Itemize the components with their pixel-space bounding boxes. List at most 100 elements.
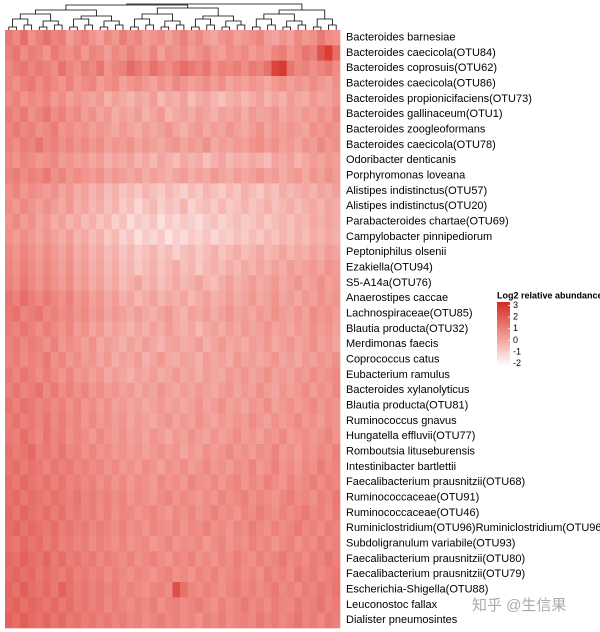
heat-cell <box>157 60 166 77</box>
heat-cell <box>65 444 74 460</box>
heat-cell <box>195 229 204 245</box>
heat-cell <box>5 30 13 46</box>
heat-cell <box>271 152 280 169</box>
heat-cell <box>241 30 249 46</box>
heat-cell <box>126 566 135 583</box>
heat-cell <box>218 459 227 475</box>
heat-cell <box>20 183 29 199</box>
heat-cell <box>157 582 166 598</box>
heat-cell <box>119 428 128 445</box>
heat-cell <box>233 459 242 475</box>
dendrogram-branch <box>54 24 63 30</box>
heat-cell <box>225 229 234 245</box>
heat-cell <box>218 505 227 521</box>
heat-cell <box>286 214 295 230</box>
heat-cell <box>96 336 105 353</box>
heat-cell <box>187 474 196 491</box>
heat-cell <box>317 505 326 521</box>
heat-cell <box>263 367 272 383</box>
heat-cell <box>134 536 143 552</box>
heat-cell <box>324 60 333 77</box>
heat-cell <box>225 597 234 613</box>
heat-cell <box>43 229 51 245</box>
heat-cell <box>294 505 303 521</box>
heat-cell <box>119 275 128 291</box>
heat-cell <box>294 60 303 77</box>
heat-cell <box>164 45 173 61</box>
heat-cell <box>263 183 272 199</box>
heat-cell <box>20 229 29 245</box>
heat-cell <box>111 505 120 521</box>
heat-cell <box>119 444 128 460</box>
heat-cell <box>58 505 67 521</box>
heat-cell <box>195 444 204 460</box>
heat-cell <box>65 290 74 307</box>
heat-cell <box>81 428 90 445</box>
heat-cell <box>164 198 173 215</box>
heat-cell <box>301 352 310 368</box>
heat-cell <box>233 413 242 429</box>
heat-cell <box>271 520 280 537</box>
heat-cell <box>301 275 310 291</box>
heat-cell <box>279 122 288 138</box>
heat-cell <box>43 398 51 414</box>
heat-cell <box>317 183 326 199</box>
heat-cell <box>172 290 181 307</box>
heat-cell <box>263 520 272 537</box>
heat-cell <box>301 244 310 261</box>
heat-cell <box>248 551 257 567</box>
heat-cell <box>111 168 120 184</box>
heat-cell <box>187 612 196 629</box>
heat-cell <box>157 413 166 429</box>
heat-cell <box>43 536 51 552</box>
heat-cell <box>103 612 112 629</box>
heat-cell <box>324 229 333 245</box>
heat-cell <box>65 398 74 414</box>
dendrogram-branch <box>225 20 242 27</box>
heat-cell <box>286 60 295 77</box>
heat-cell <box>103 45 112 61</box>
heat-cell <box>263 30 272 46</box>
heat-cell <box>187 382 196 399</box>
heat-cell <box>157 367 166 383</box>
heat-cell <box>96 582 105 598</box>
heat-cell <box>20 275 29 291</box>
heat-cell <box>20 244 29 261</box>
heat-cell <box>27 45 36 61</box>
heat-cell <box>58 30 67 46</box>
heat-cell <box>294 413 303 429</box>
dendrogram-branch <box>99 26 109 30</box>
heat-cell <box>233 321 242 337</box>
heat-cell <box>180 398 189 414</box>
heat-cell <box>111 260 120 276</box>
heat-cell <box>233 229 242 245</box>
heat-cell <box>35 413 44 429</box>
heat-cell <box>332 122 341 138</box>
heat-cell <box>210 597 219 613</box>
heat-cell <box>279 229 288 245</box>
heat-cell <box>96 321 105 337</box>
heat-cell <box>195 214 204 230</box>
heat-cell <box>286 91 295 107</box>
heat-cell <box>27 91 36 107</box>
heat-cell <box>119 398 128 414</box>
heat-cell <box>263 551 272 567</box>
heat-cell <box>157 229 166 245</box>
heat-cell <box>73 168 82 184</box>
heat-cell <box>111 459 120 475</box>
heat-cell <box>157 490 166 506</box>
heat-cell <box>286 566 295 583</box>
heat-cell <box>172 428 181 445</box>
heat-cell <box>324 597 333 613</box>
heat-cell <box>202 582 211 598</box>
heat-cell <box>301 290 310 307</box>
heat-cell <box>164 551 173 567</box>
heat-cell <box>96 137 105 153</box>
heat-cell <box>35 60 44 77</box>
column-dendrogram <box>8 3 337 30</box>
heat-cell <box>332 428 341 445</box>
heat-cell <box>119 214 128 230</box>
row-label: S5-A14a(OTU76) <box>346 277 432 289</box>
heat-cell <box>5 582 13 598</box>
heat-cell <box>172 459 181 475</box>
